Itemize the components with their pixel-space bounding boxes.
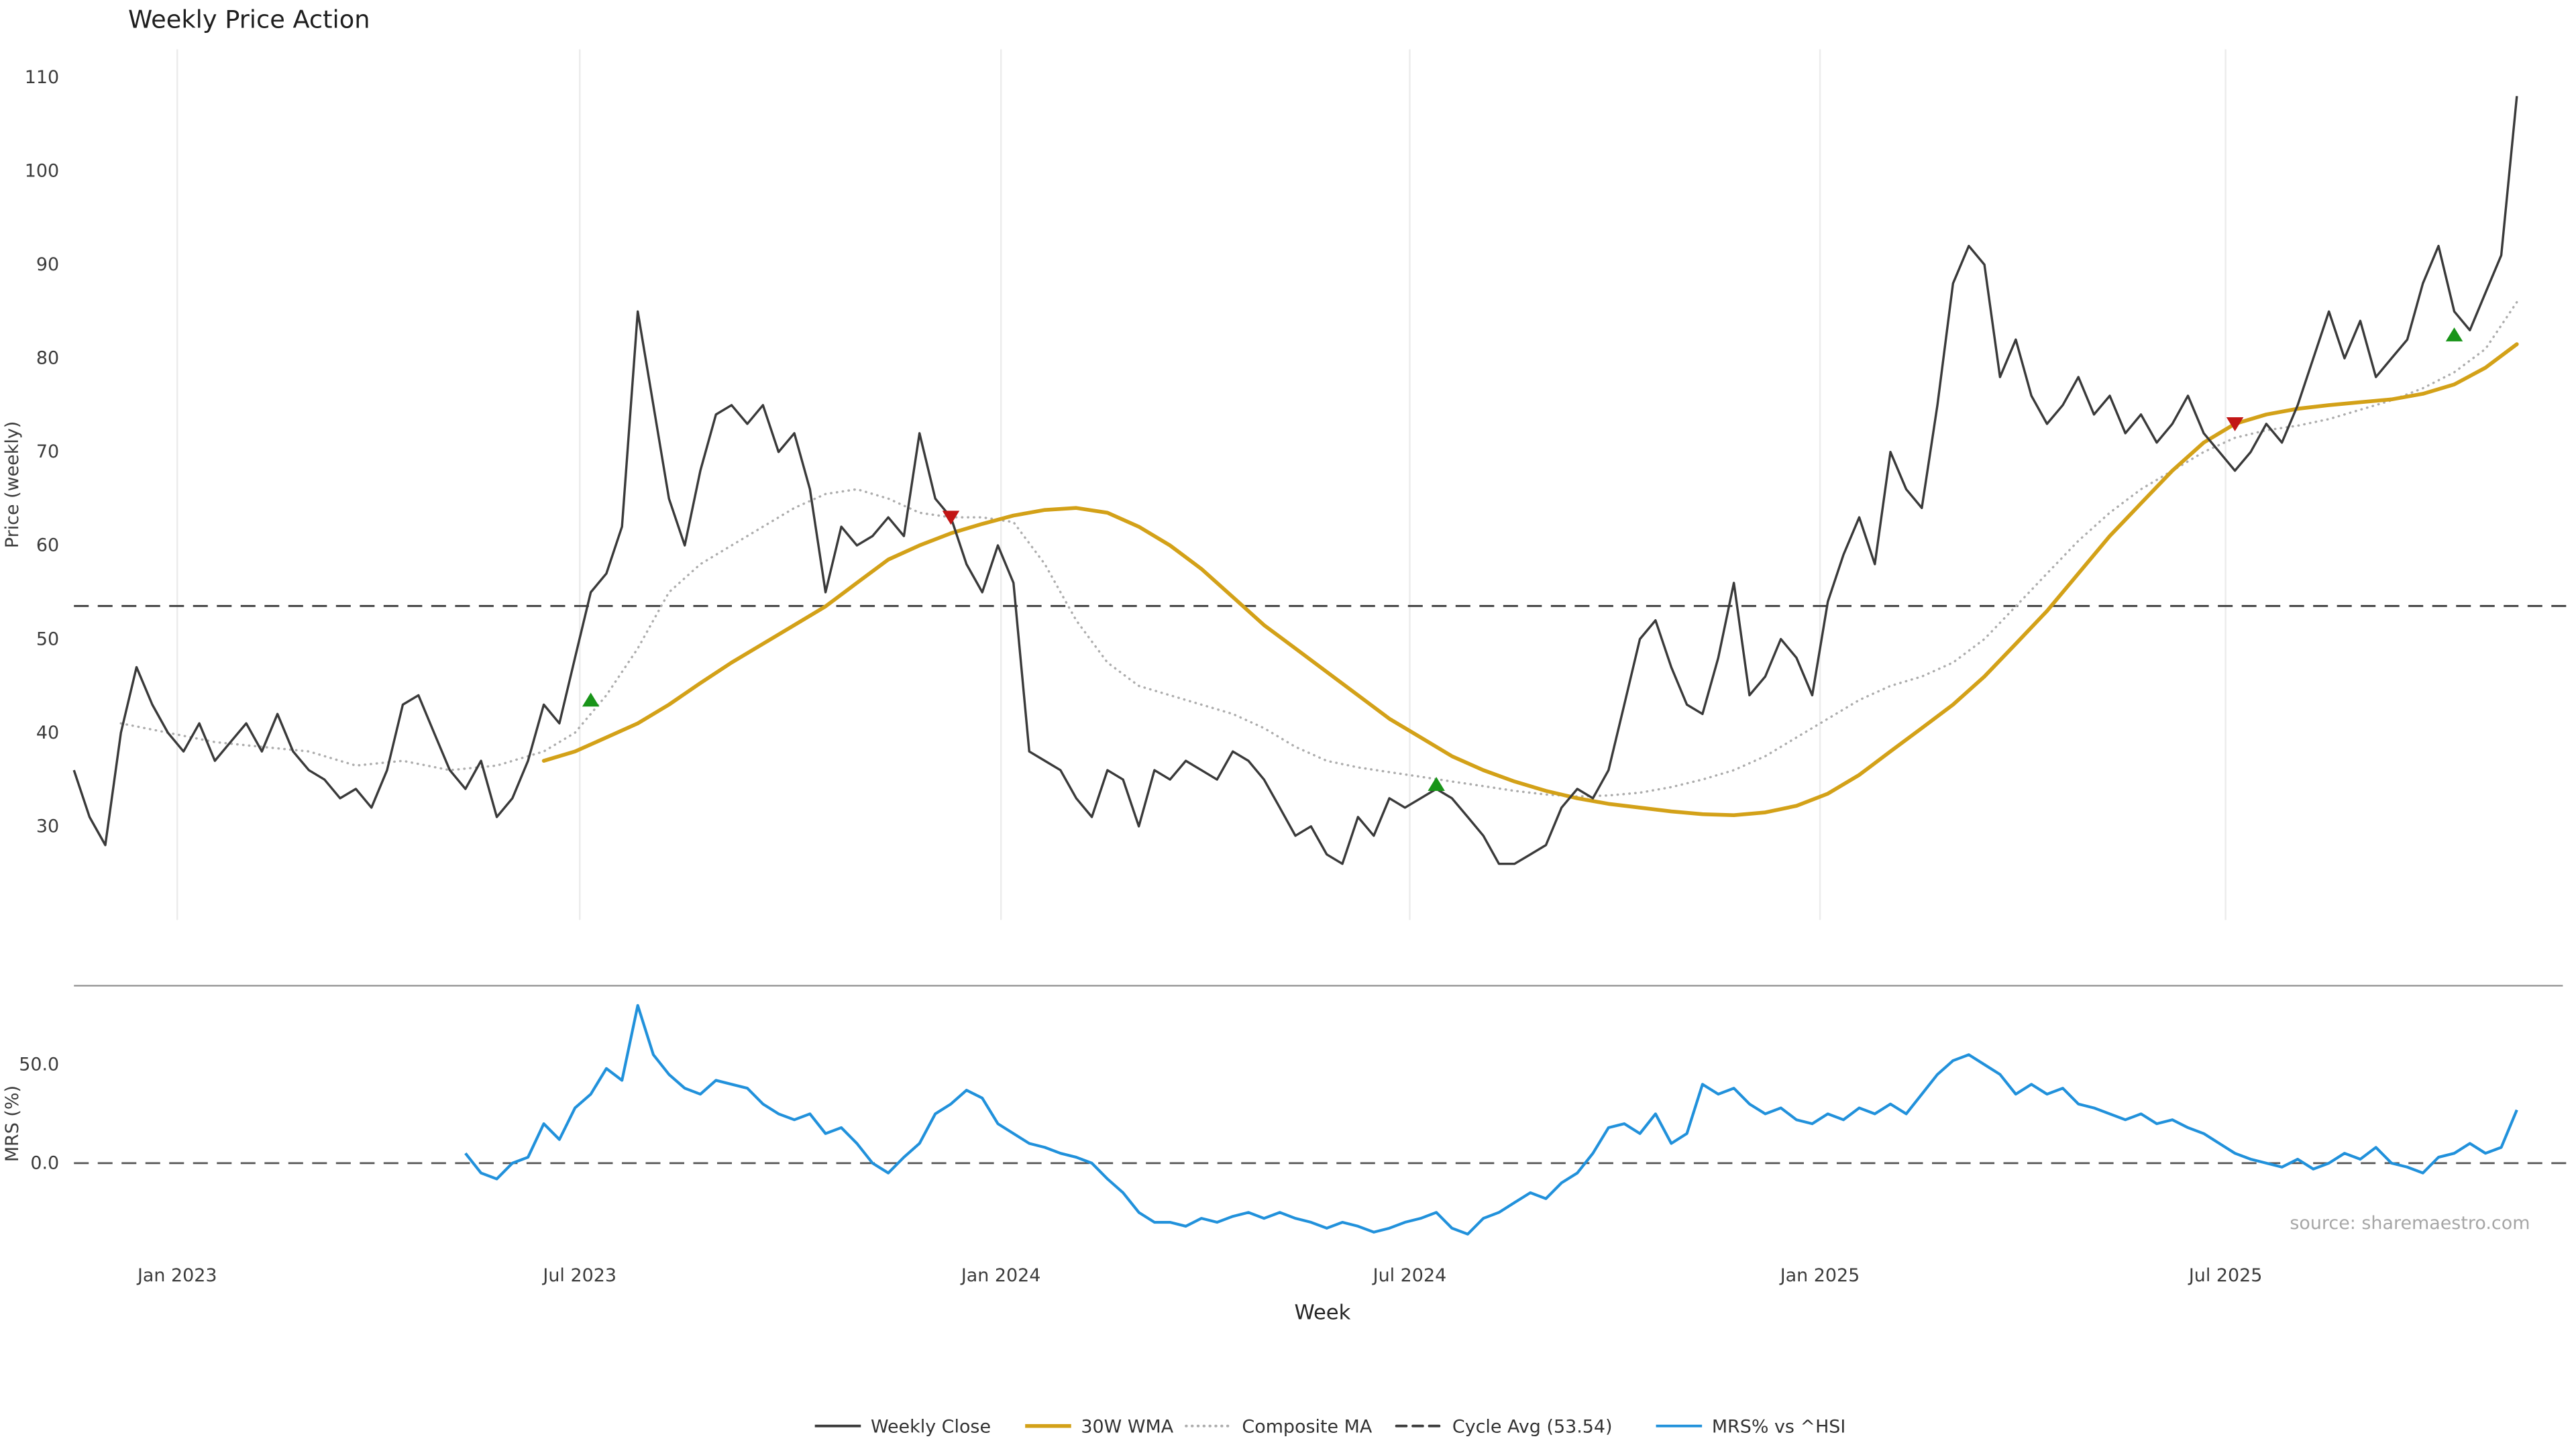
mrs-axis-tick-labels: 0.0 50.0 [19, 1055, 59, 1174]
legend-item-cycle-avg-53-54-: Cycle Avg (53.54) [1395, 1417, 1613, 1438]
sell-signal-marker [2226, 417, 2244, 431]
wma-line-group [541, 342, 2519, 818]
mrs-ytick-0.0: 0.0 [30, 1152, 59, 1173]
price-ytick-90: 90 [36, 254, 59, 275]
wma-30w-line [541, 342, 2519, 818]
legend-label: Composite MA [1242, 1417, 1372, 1438]
xtick-jul-2025: Jul 2025 [2188, 1265, 2263, 1286]
chart-title: Weekly Price Action [128, 5, 370, 34]
price-ytick-60: 60 [36, 535, 59, 556]
source-credit: source: sharemaestro.com [2290, 1213, 2530, 1234]
price-ytick-40: 40 [36, 722, 59, 743]
buy-signal-marker [582, 692, 600, 707]
mrs-panel-group [74, 985, 2570, 1236]
price-ytick-50: 50 [36, 629, 59, 649]
x-axis-title: Week [1294, 1301, 1350, 1325]
legend-item-weekly-close: Weekly Close [814, 1417, 991, 1438]
price-gridlines-group [176, 49, 2226, 920]
legend: Weekly Close 30W WMA Composite MA Cycle Avg… [814, 1417, 1846, 1438]
legend-item-composite-ma: Composite MA [1185, 1417, 1373, 1438]
buy-signal-marker [1428, 777, 1445, 791]
price-ytick-70: 70 [36, 441, 59, 462]
price-axis-label: Price (weekly) [2, 421, 23, 548]
price-axis-tick-labels: 30 40 50 60 70 80 90 100 110 [25, 67, 59, 837]
sell-signal-marker [942, 511, 960, 525]
price-ytick-30: 30 [36, 816, 59, 837]
price-ytick-100: 100 [25, 160, 59, 181]
mrs-axis-label: MRS (%) [2, 1085, 23, 1162]
x-axis-tick-labels: Jan 2023 Jul 2023 Jan 2024 Jul 2024 Jan 2025… [136, 1265, 2262, 1286]
xtick-jan-2025: Jan 2025 [1779, 1265, 1860, 1286]
weekly-close-line-group [72, 96, 2518, 865]
composite-ma-line [119, 301, 2518, 798]
price-ytick-110: 110 [25, 67, 59, 88]
legend-label: Cycle Avg (53.54) [1452, 1417, 1613, 1438]
price-ytick-80: 80 [36, 348, 59, 369]
legend-label: 30W WMA [1081, 1417, 1173, 1438]
xtick-jan-2024: Jan 2024 [960, 1265, 1041, 1286]
legend-label: Weekly Close [871, 1417, 991, 1438]
buy-signal-marker [2445, 327, 2463, 341]
weekly-close-line [72, 96, 2518, 865]
xtick-jul-2023: Jul 2023 [541, 1265, 616, 1286]
mrs-ytick-50.0: 50.0 [19, 1055, 59, 1075]
mrs-line [464, 1004, 2518, 1236]
xtick-jan-2023: Jan 2023 [136, 1265, 217, 1286]
xtick-jul-2024: Jul 2024 [1372, 1265, 1447, 1286]
signal-markers-group [582, 327, 2463, 791]
composite-ma-line-group [119, 301, 2518, 798]
legend-label: MRS% vs ^HSI [1712, 1417, 1846, 1438]
legend-item-30w-wma: 30W WMA [1025, 1417, 1174, 1438]
legend-item-mrs-vs-hsi: MRS% vs ^HSI [1656, 1417, 1846, 1438]
